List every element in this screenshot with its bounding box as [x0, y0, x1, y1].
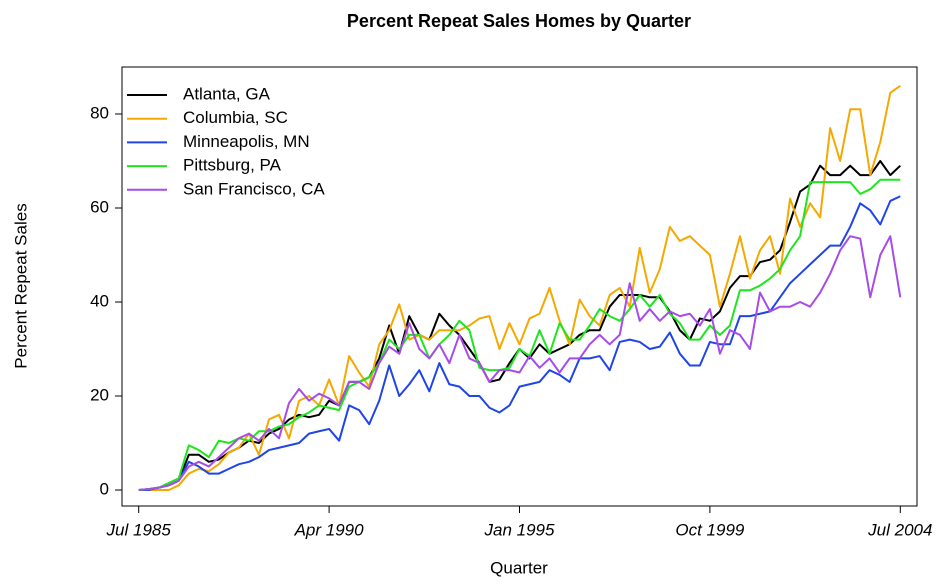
- y-tick-label: 80: [90, 103, 109, 122]
- legend-label: Minneapolis, MN: [183, 132, 310, 151]
- legend-label: Atlanta, GA: [183, 84, 271, 103]
- y-tick-label: 0: [100, 480, 109, 499]
- legend-label: Pittsburg, PA: [183, 156, 282, 175]
- legend-label: Columbia, SC: [183, 108, 288, 127]
- x-tick-label: Apr 1990: [294, 520, 365, 539]
- y-tick-label: 20: [90, 385, 109, 404]
- series-line: [138, 235, 902, 492]
- y-axis-label: Percent Repeat Sales: [11, 203, 30, 368]
- x-tick-label: Jul 2004: [867, 520, 932, 539]
- series-line: [138, 195, 901, 492]
- y-tick-label: 60: [90, 197, 109, 216]
- x-tick-label: Jul 1985: [106, 520, 172, 539]
- x-axis-label: Quarter: [490, 558, 548, 577]
- y-tick-label: 40: [90, 291, 109, 310]
- legend-label: San Francisco, CA: [183, 179, 325, 198]
- x-tick-label: Oct 1999: [675, 520, 745, 539]
- chart-title: Percent Repeat Sales Homes by Quarter: [347, 11, 691, 31]
- x-tick-label: Jan 1995: [484, 520, 555, 539]
- series-line: [138, 178, 901, 492]
